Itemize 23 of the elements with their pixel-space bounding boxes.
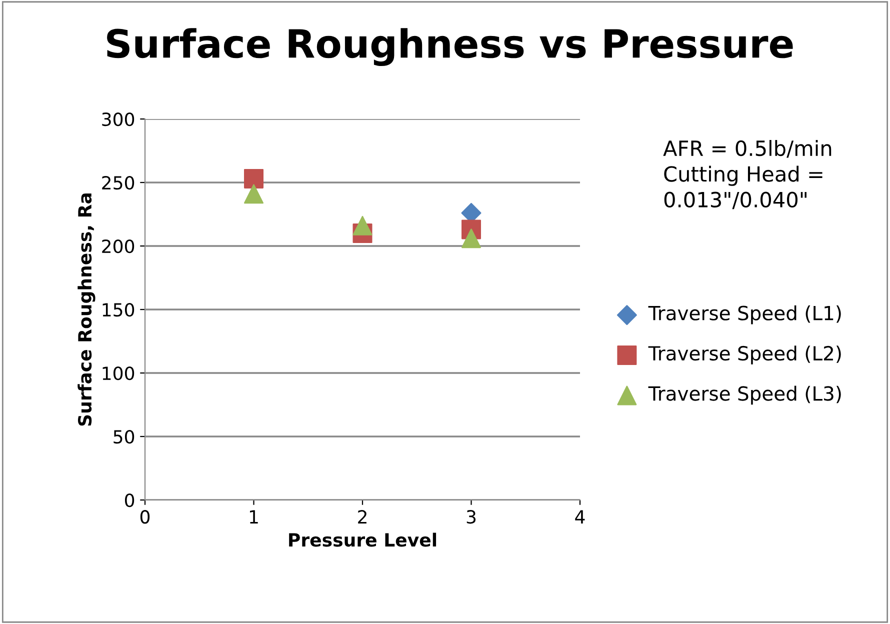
y-tick-label: 100 (102, 366, 134, 380)
y-axis-title: Surface Roughness, Ra (78, 194, 96, 426)
y-tick-label: 250 (102, 176, 134, 190)
x-tick-label: 2 (358, 510, 366, 524)
legend-label: Traverse Speed (L1) (648, 305, 841, 324)
legend-label: Traverse Speed (L2) (648, 346, 841, 364)
x-tick-label: 0 (140, 510, 150, 524)
x-axis-title: Pressure Level (289, 532, 436, 547)
point (352, 216, 372, 236)
point (462, 228, 481, 248)
point (244, 184, 264, 204)
legend-label: Traverse Speed (L3) (648, 386, 841, 405)
point (244, 168, 264, 188)
y-tick-label: 200 (102, 239, 134, 254)
text: AFR = 0.5lb/min Cutting Head = 0.013"/0.040" (663, 140, 832, 210)
y-tick-label: 300 (102, 112, 134, 126)
x-tick-label: 4 (575, 510, 585, 524)
x-tick-label: 1 (250, 510, 258, 524)
y-tick-label: 50 (114, 430, 134, 444)
y-tick-label: 0 (124, 493, 134, 508)
x-tick-label: 3 (466, 510, 476, 524)
y-tick-label: 150 (102, 302, 134, 317)
chart-title: Surface Roughness vs Pressure (107, 28, 793, 66)
